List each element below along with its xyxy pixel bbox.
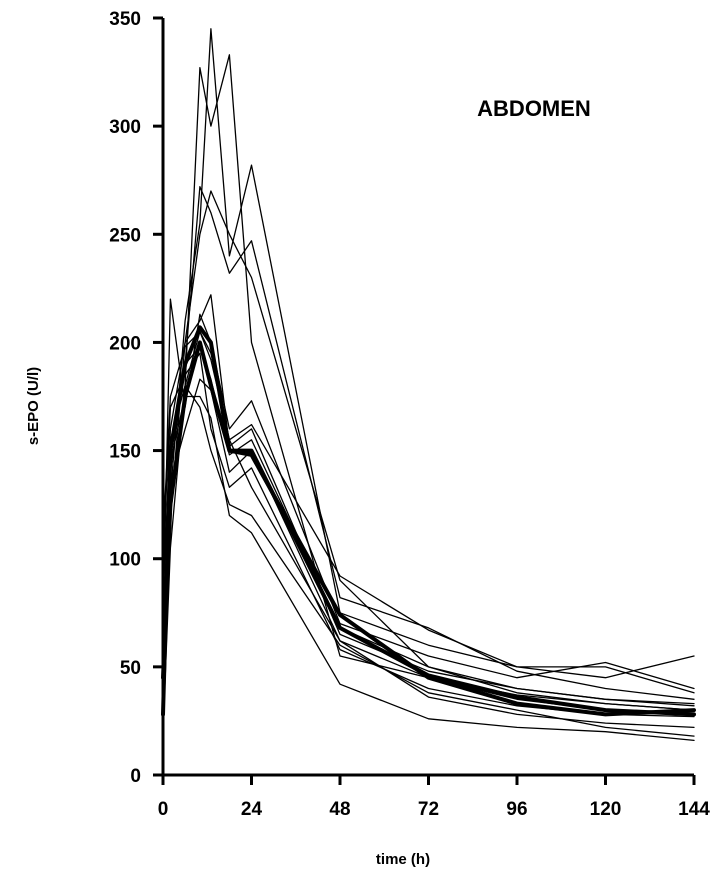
series-line-6 [162,294,695,707]
x-tick-label-144: 144 [678,799,710,820]
x-axis-label: time (h) [376,851,430,868]
series-line-3 [162,28,695,694]
series-line-8 [162,378,695,716]
x-tick-label-96: 96 [506,799,527,820]
mean-series-line-14 [161,340,696,717]
x-tick-label-120: 120 [590,799,622,820]
plot-lines [161,28,696,742]
y-tick-label-350: 350 [109,9,141,30]
series-line-11 [162,385,695,737]
y-tick-label-200: 200 [109,333,141,354]
tick-labels: 0 50 100 150 200 250 300 350 0 24 48 72 96 120 144 [109,9,710,820]
x-tick-label-0: 0 [158,799,169,820]
mean-series-line-15 [161,325,696,717]
y-axis-label: s-EPO (U/l) [25,367,42,445]
x-tick-label-72: 72 [418,799,439,820]
y-tick-label-50: 50 [120,658,141,679]
series-line-9 [162,352,695,718]
x-tick-label-48: 48 [329,799,350,820]
series-line-13 [162,330,695,700]
axes [153,16,696,785]
series-line-4 [162,186,695,700]
series-line-10 [162,330,695,729]
x-tick-label-24: 24 [241,799,263,820]
y-tick-label-300: 300 [109,117,141,138]
y-tick-label-0: 0 [130,766,141,787]
chart-annotation: ABDOMEN [477,96,591,121]
y-tick-label-150: 150 [109,442,141,463]
y-tick-label-250: 250 [109,225,141,246]
y-tick-label-100: 100 [109,550,141,571]
